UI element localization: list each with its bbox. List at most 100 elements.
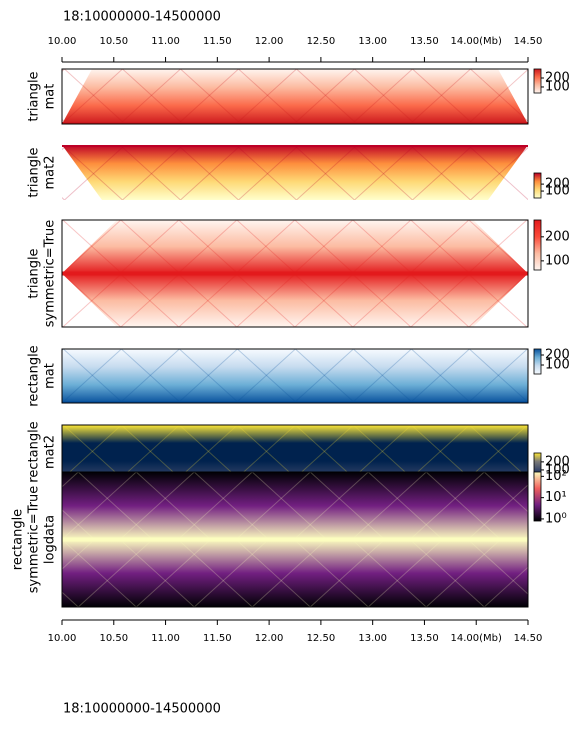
domain-edge [409, 539, 528, 607]
domain-edge [177, 69, 300, 124]
domain-edge [351, 349, 472, 403]
domain-edge [293, 472, 443, 540]
domain-edge [351, 472, 501, 540]
domain-edge [409, 273, 528, 327]
domain-edge [0, 220, 6, 274]
x-tick-label: 12.50 [307, 36, 336, 47]
colorbar-tick-label: 100 [545, 79, 570, 94]
domain-edge [351, 145, 474, 200]
domain-edge [177, 145, 300, 200]
domain-edge [62, 145, 184, 200]
track: rectangle symmetric=True logdata 10² 10¹ 10⁰ [11, 469, 567, 608]
domain-edge [409, 220, 528, 274]
colorbar-tick-label: 200 [545, 348, 570, 363]
domain-edge [62, 69, 126, 124]
heatmap-area [62, 69, 528, 124]
colorbar [533, 219, 542, 271]
domain-edge [409, 425, 528, 479]
track-label: mat [43, 84, 58, 110]
domain-edge [409, 69, 528, 124]
x-tick-label: 10.50 [99, 633, 128, 644]
x-tick-label: 12.00 [255, 36, 284, 47]
colorbar-tick-label: 200 [545, 454, 570, 469]
track-frame [61, 348, 529, 404]
heatmap [0, 425, 528, 479]
domain-edge [351, 220, 471, 274]
domain-edge [119, 349, 240, 403]
domain-edge [0, 349, 7, 403]
domain-edge [293, 273, 413, 327]
domain-edge [62, 349, 182, 403]
track-label: rectangle [11, 509, 26, 570]
domain-edge [177, 220, 297, 274]
region-title: 18:10000000-14500000 [63, 10, 221, 25]
heatmap [0, 145, 528, 200]
domain-edge [351, 273, 471, 327]
heatmap-area [62, 425, 528, 479]
track-frame [61, 68, 529, 125]
colorbar-tick-label: 100 [545, 358, 570, 373]
colorbar [533, 348, 542, 375]
colorbar [533, 68, 542, 94]
domain-edge [119, 273, 239, 327]
domain-edge [62, 539, 211, 607]
domain-edge [62, 220, 123, 274]
domain-edge [62, 69, 184, 124]
colorbar [533, 471, 542, 522]
domain-edge [293, 425, 414, 479]
x-tick-label: 13.00 [358, 36, 387, 47]
domain-edge [409, 472, 528, 540]
domain-edge [0, 425, 7, 479]
region-footer: 18:10000000-14500000 [63, 702, 221, 717]
x-tick-label: 14.00(Mb) [451, 633, 503, 644]
colorbar-tick-label: 10² [545, 469, 567, 484]
track-label: logdata [43, 515, 58, 564]
domain-edge [119, 69, 242, 124]
x-tick-label: 11.50 [203, 36, 232, 47]
domain-edge [467, 425, 528, 479]
domain-edge [62, 220, 181, 274]
heatmap-area [62, 349, 528, 403]
domain-edge [119, 472, 269, 540]
domain-edge [409, 145, 528, 200]
track-label: mat2 [43, 156, 58, 190]
colorbar-tick-label: 200 [545, 70, 570, 85]
track-label: rectangle [27, 421, 42, 482]
domain-edge [119, 539, 269, 607]
x-tick-label: 11.00 [151, 36, 180, 47]
colorbar-tick-label: 200 [545, 229, 570, 244]
domain-edge [467, 69, 528, 124]
domain-edge [235, 145, 358, 200]
domain-edge [0, 145, 9, 200]
domain-edge [293, 349, 414, 403]
domain-edge [467, 484, 528, 540]
heatmap [62, 472, 528, 607]
track-label: rectangle [27, 345, 42, 406]
domain-edge [409, 349, 528, 403]
heatmap-area [62, 145, 528, 200]
domain-edge [62, 273, 123, 327]
domain-edge [119, 145, 242, 200]
domain-edge [525, 273, 528, 276]
domain-edge [235, 349, 356, 403]
track-label: triangle [27, 71, 42, 121]
x-tick-label: 13.00 [358, 633, 387, 644]
heatmap [0, 69, 528, 124]
domain-edge [235, 539, 385, 607]
domain-edge [467, 273, 528, 327]
domain-edge [0, 69, 9, 124]
x-tick-label: 11.00 [151, 633, 180, 644]
x-tick-label: 10.00 [48, 36, 77, 47]
domain-edge [351, 69, 474, 124]
colorbar-tick-label: 100 [545, 253, 570, 268]
domain-edge [119, 425, 240, 479]
colorbar-tick-label: 200 [545, 177, 570, 192]
colorbar-tick-label: 10⁰ [545, 511, 567, 526]
track: triangle symmetric=True 100 200 [0, 219, 570, 328]
domain-edge [235, 273, 355, 327]
domain-edge [351, 425, 472, 479]
x-tick-label: 14.50 [514, 36, 543, 47]
